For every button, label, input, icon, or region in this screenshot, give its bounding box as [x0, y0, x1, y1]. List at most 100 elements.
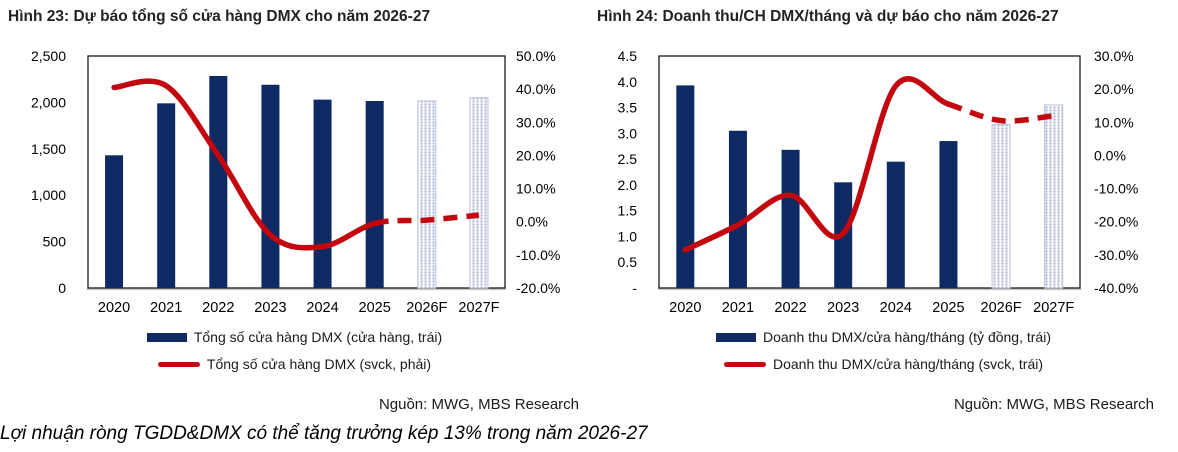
svg-text:2021: 2021: [150, 300, 182, 316]
svg-text:2020: 2020: [98, 300, 130, 316]
svg-text:10.0%: 10.0%: [1094, 114, 1134, 130]
figure-caption: Lợi nhuận ròng TGDD&DMX có thể tăng trưở…: [0, 423, 648, 444]
svg-text:0.5: 0.5: [618, 254, 638, 270]
legend-item-bar: Doanh thu DMX/cửa hàng/tháng (tỷ đồng, t…: [716, 329, 1051, 345]
svg-text:0.0%: 0.0%: [516, 214, 548, 230]
line-series-swatch: [723, 361, 766, 367]
y-axis-right-labels: 30.0% 20.0% 10.0% 0.0% -10.0% -20.0% -30.0% -40…: [1094, 48, 1138, 296]
legend-item-bar: Tổng số cửa hàng DMX (cửa hàng, trái): [146, 329, 443, 345]
svg-text:2020: 2020: [669, 300, 701, 316]
svg-text:-20.0%: -20.0%: [516, 280, 560, 296]
chart-panel-revenue: Hình 24: Doanh thu/CH DMX/tháng và dự bá…: [589, 0, 1178, 452]
svg-text:-30.0%: -30.0%: [1094, 247, 1138, 263]
svg-text:2022: 2022: [202, 300, 234, 316]
svg-text:-40.0%: -40.0%: [1094, 280, 1138, 296]
bar: [728, 130, 747, 288]
svg-text:2026F: 2026F: [406, 300, 447, 316]
svg-text:10.0%: 10.0%: [516, 181, 556, 197]
line-series-swatch: [157, 361, 200, 367]
svg-text:-: -: [632, 280, 637, 296]
legend-label: Doanh thu DMX/cửa hàng/tháng (tỷ đồng, t…: [763, 329, 1051, 345]
svg-text:2027F: 2027F: [1033, 300, 1074, 316]
source-text: Nguồn: MWG, MBS Research: [378, 396, 579, 413]
svg-text:0: 0: [58, 280, 66, 296]
svg-text:-10.0%: -10.0%: [516, 247, 560, 263]
legend-label: Tổng số cửa hàng DMX (svck, phải): [206, 356, 432, 372]
trend-line-dashed: [947, 101, 1055, 124]
bar: [781, 149, 800, 288]
svg-text:1.5: 1.5: [618, 203, 638, 219]
plot-border: [87, 55, 506, 289]
svg-text:2024: 2024: [306, 300, 338, 316]
bar: [261, 84, 280, 288]
svg-text:2027F: 2027F: [458, 300, 499, 316]
x-axis-labels: 2020 2021 2022 2023 2024 2025 2026F 2027F: [669, 300, 1074, 316]
svg-text:20.0%: 20.0%: [516, 147, 556, 163]
svg-text:2.0: 2.0: [618, 177, 638, 193]
svg-text:500: 500: [43, 234, 67, 250]
bar: [209, 75, 228, 288]
chart-legend: Doanh thu DMX/cửa hàng/tháng (tỷ đồng, t…: [589, 329, 1178, 372]
svg-text:1,000: 1,000: [31, 187, 66, 203]
bar: [676, 85, 695, 289]
trend-line-dashed: [374, 212, 480, 227]
revenue-chart-plot: 4.54.03.53.02.52.01.51.00.5-30.0%20.0%10…: [618, 48, 1139, 316]
bar: [157, 103, 176, 288]
bar-series-swatch: [146, 332, 187, 342]
bar: [313, 99, 332, 288]
bar: [105, 155, 124, 288]
legend-label: Tổng số cửa hàng DMX (cửa hàng, trái): [193, 329, 443, 345]
svg-text:1.0: 1.0: [618, 228, 638, 244]
svg-text:-10.0%: -10.0%: [1094, 181, 1138, 197]
bar: [365, 101, 384, 288]
chart-title: Hình 23: Dự báo tổng số cửa hàng DMX cho…: [8, 8, 431, 25]
forecast-bar: [469, 97, 489, 289]
y-axis-left-labels: 2,500 2,000 1,500 1,000 500 0: [31, 48, 66, 296]
source-text: Nguồn: MWG, MBS Research: [953, 396, 1154, 413]
chart-panel-stores: Hình 23: Dự báo tổng số cửa hàng DMX cho…: [0, 8, 589, 413]
chart-title: Hình 24: Doanh thu/CH DMX/tháng và dự bá…: [597, 8, 1059, 25]
svg-text:0.0%: 0.0%: [1094, 147, 1126, 163]
svg-text:2021: 2021: [722, 300, 754, 316]
legend-item-line: Tổng số cửa hàng DMX (svck, phải): [157, 356, 432, 372]
x-axis-labels: 2020 2021 2022 2023 2024 2025 2026F 2027F: [98, 300, 500, 316]
trend-line-solid: [111, 78, 378, 251]
svg-text:20.0%: 20.0%: [1094, 81, 1134, 97]
svg-text:2026F: 2026F: [981, 300, 1022, 316]
svg-text:3.5: 3.5: [618, 100, 638, 116]
svg-text:40.0%: 40.0%: [516, 81, 556, 97]
bar-series-swatch: [716, 332, 756, 342]
chart-legend: Tổng số cửa hàng DMX (cửa hàng, trái) Tổ…: [0, 329, 589, 372]
svg-text:2.5: 2.5: [618, 151, 638, 167]
svg-text:4.0: 4.0: [618, 74, 638, 90]
bars-group: [105, 75, 489, 289]
x-axis-baseline: [658, 288, 1081, 291]
svg-text:1,500: 1,500: [31, 141, 66, 157]
legend-item-line: Doanh thu DMX/cửa hàng/tháng (svck, trái…: [723, 356, 1043, 372]
svg-text:2,000: 2,000: [31, 94, 66, 110]
y-axis-right-labels: 50.0% 40.0% 30.0% 20.0% 10.0% 0.0% -10.0% -20.0…: [516, 48, 560, 296]
y-axis-left-labels: 4.5 4.0 3.5 3.0 2.5 2.0 1.5 1.0 0.5 -: [618, 48, 638, 296]
bars-group: [676, 85, 1064, 289]
svg-text:2022: 2022: [774, 300, 806, 316]
svg-text:3.0: 3.0: [618, 125, 638, 141]
plot-border: [658, 55, 1081, 289]
bar: [939, 141, 958, 288]
svg-text:4.5: 4.5: [618, 48, 638, 64]
svg-text:2024: 2024: [880, 300, 912, 316]
stores-chart-plot: 2,500 2,000 1,500 1,000 500 0 50.0% 40.0% 30.0% 2…: [31, 48, 560, 316]
forecast-bar: [417, 100, 437, 289]
svg-text:2025: 2025: [932, 300, 964, 316]
forecast-bar: [1044, 104, 1064, 289]
trend-line-solid: [682, 76, 952, 253]
svg-text:30.0%: 30.0%: [1094, 48, 1134, 64]
svg-text:-20.0%: -20.0%: [1094, 214, 1138, 230]
svg-text:50.0%: 50.0%: [516, 48, 556, 64]
bar: [886, 161, 905, 288]
svg-text:30.0%: 30.0%: [516, 114, 556, 130]
svg-text:2,500: 2,500: [31, 48, 66, 64]
svg-text:2025: 2025: [359, 300, 391, 316]
svg-text:2023: 2023: [254, 300, 286, 316]
x-axis-baseline: [87, 288, 506, 291]
